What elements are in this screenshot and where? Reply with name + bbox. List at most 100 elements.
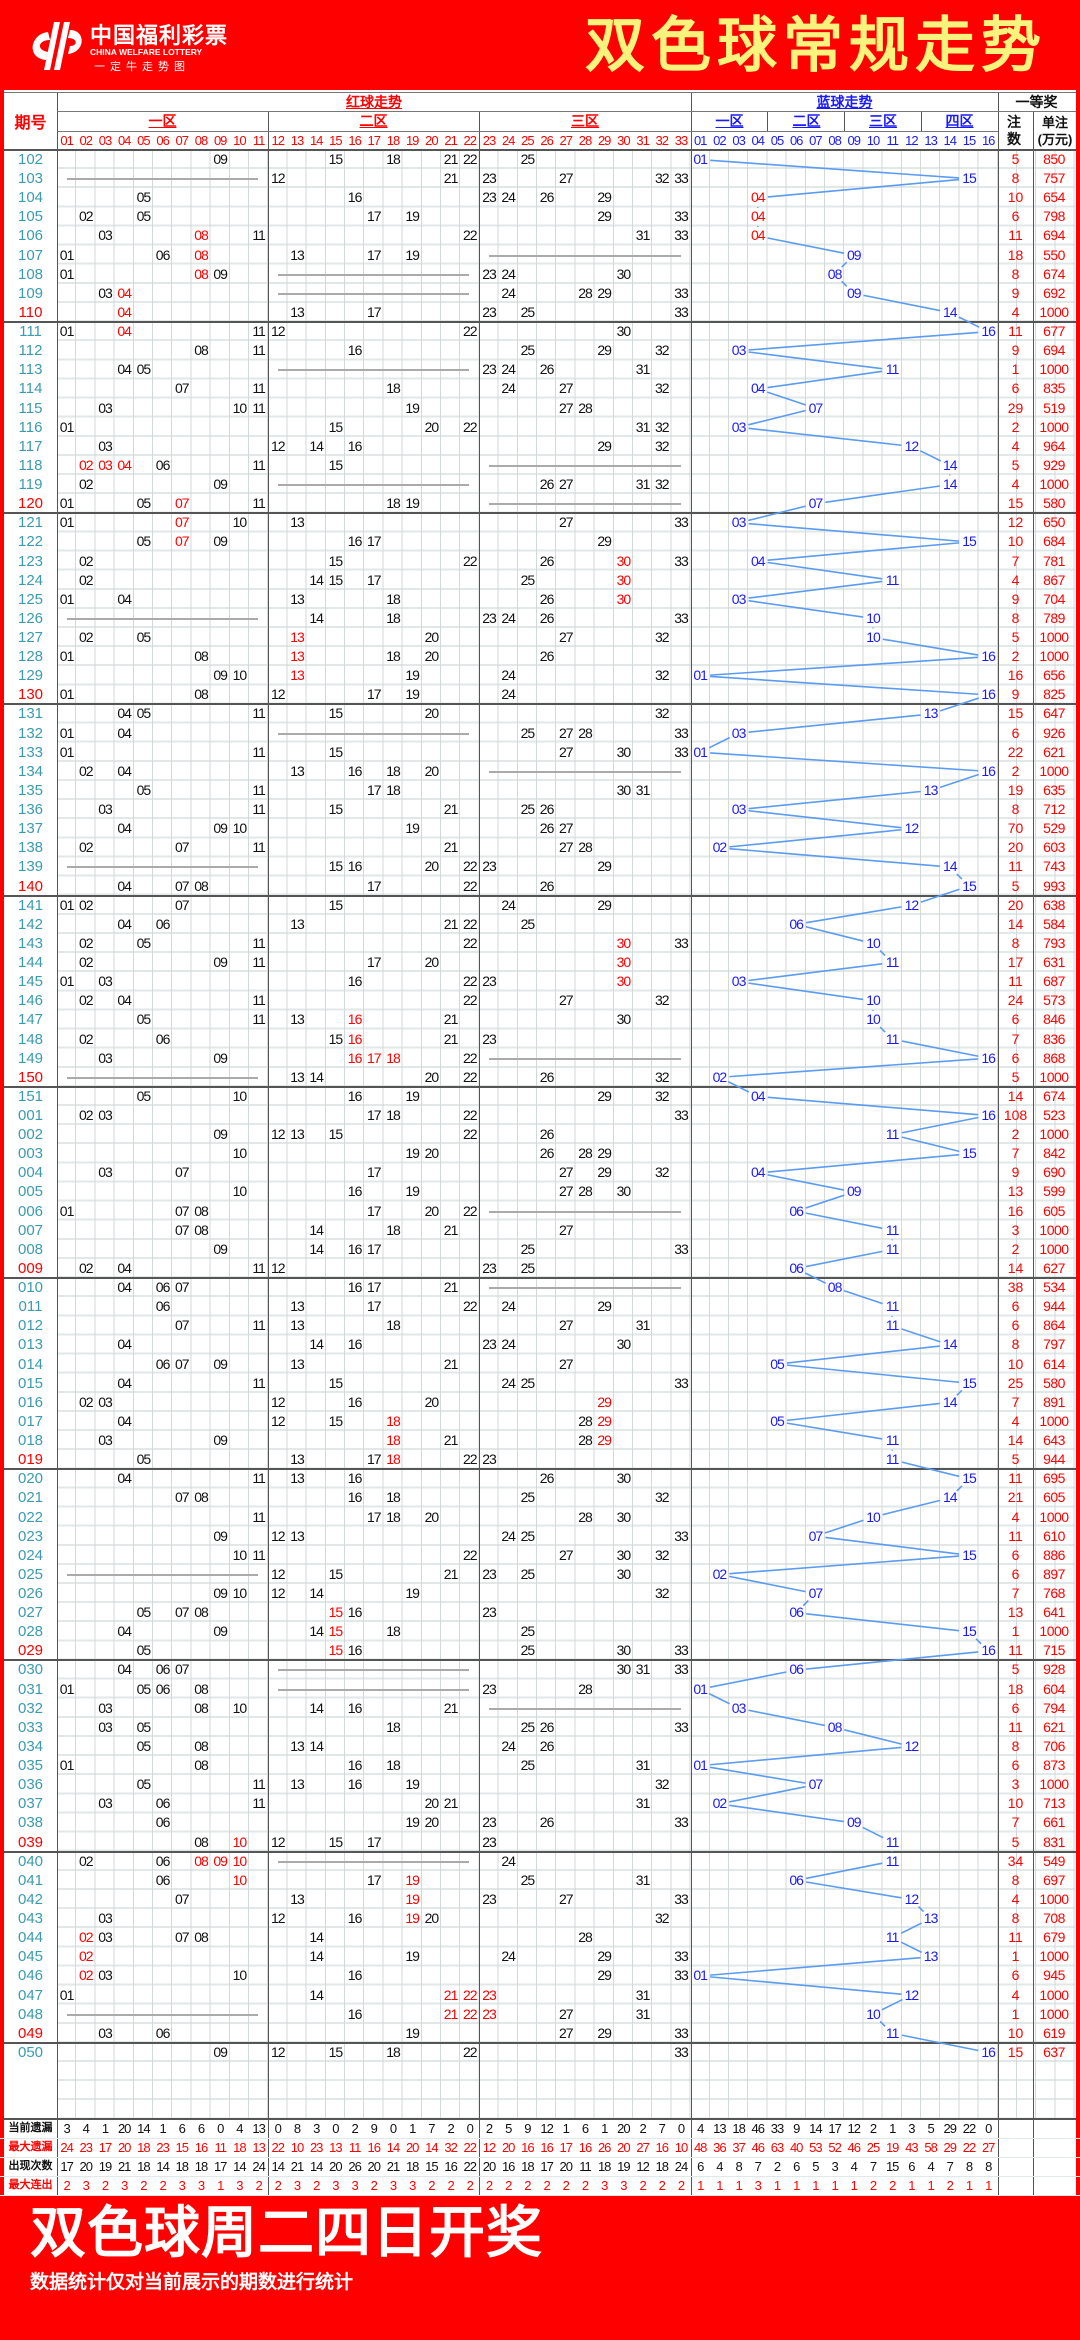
red-ball: 19 <box>405 495 420 512</box>
red-ball: 22 <box>462 323 478 340</box>
red-ball: 22 <box>462 2043 478 2060</box>
red-ball: 31 <box>635 2005 651 2022</box>
red-ball: 01 <box>59 1202 75 1219</box>
stats-value: 1 <box>812 2178 819 2194</box>
red-ball: 10 <box>232 1145 248 1162</box>
red-ball: 19 <box>405 1145 420 1162</box>
stats-value: 3 <box>409 2178 416 2194</box>
table-row: 122 05 07 09 16 17 29 15 10 684 <box>0 532 1080 551</box>
red-ball: 26 <box>539 1068 555 1085</box>
period-number: 028 <box>17 1623 44 1641</box>
empty-zone-dash <box>489 464 681 467</box>
table-row: 146 02 04 11 22 27 32 10 24 573 <box>0 991 1080 1010</box>
red-ball: 07 <box>174 1355 190 1372</box>
red-ball: 29 <box>597 189 612 206</box>
red-ball: 33 <box>674 1107 689 1123</box>
stats-value: 9 <box>370 2121 378 2137</box>
stats-value: 18 <box>194 2159 208 2175</box>
stats-value: 22 <box>463 2140 477 2156</box>
stats-value: 9 <box>793 2121 800 2137</box>
red-ball: 33 <box>674 1374 689 1391</box>
red-ball: 27 <box>558 2005 574 2022</box>
red-ball: 15 <box>328 858 344 875</box>
red-column-label: 18 <box>386 133 400 148</box>
column-divider <box>268 111 270 2195</box>
blue-ball: 06 <box>789 1259 804 1276</box>
red-ball: 05 <box>136 495 152 512</box>
prize-count: 4 <box>1011 1412 1020 1429</box>
red-ball: 08 <box>194 265 209 282</box>
period-number: 010 <box>17 1279 44 1297</box>
period-number: 116 <box>18 418 43 436</box>
red-ball: 31 <box>635 1661 651 1678</box>
red-ball: 05 <box>136 1011 152 1028</box>
prize-amount: 674 <box>1043 1087 1065 1104</box>
stats-value: 2 <box>255 2178 262 2194</box>
stats-value: 4 <box>697 2121 704 2137</box>
stats-value: 26 <box>348 2159 361 2175</box>
table-row: 120 01 05 07 11 18 19 07 15 580 <box>0 494 1080 513</box>
table-row: 112 08 11 16 25 29 32 03 9 694 <box>0 341 1080 360</box>
red-ball: 25 <box>520 1642 536 1659</box>
red-ball: 11 <box>252 495 266 512</box>
prize-count: 108 <box>1003 1107 1028 1123</box>
red-ball: 11 <box>252 1795 266 1812</box>
stats-value: 20 <box>117 2121 131 2137</box>
red-ball: 19 <box>405 1910 420 1927</box>
stats-value: 3 <box>63 2121 70 2137</box>
empty-zone-dash <box>278 273 470 276</box>
red-ball: 13 <box>290 1317 305 1334</box>
prize-amount: 831 <box>1043 1833 1065 1850</box>
red-ball: 26 <box>539 590 555 607</box>
prize-amount: 621 <box>1043 743 1065 760</box>
prize-amount: 580 <box>1043 1374 1065 1391</box>
prize-count: 14 <box>1007 915 1024 932</box>
period-number: 105 <box>17 208 44 226</box>
stats-value: 1 <box>773 2178 781 2194</box>
stats-value: 8 <box>965 2159 973 2175</box>
prize-amount: 1000 <box>1039 762 1069 779</box>
stats-value: 2 <box>485 2178 493 2194</box>
red-ball: 03 <box>98 1699 113 1716</box>
red-ball: 19 <box>405 1585 420 1601</box>
red-ball: 17 <box>366 246 382 263</box>
table-row: 115 03 10 11 19 27 28 07 29 519 <box>0 399 1080 418</box>
table-row: 118 02 03 04 06 11 15 14 5 929 <box>0 456 1080 475</box>
red-ball: 31 <box>635 781 651 798</box>
red-ball: 16 <box>347 533 363 550</box>
red-ball: 16 <box>347 1757 363 1774</box>
red-column-label: 04 <box>117 133 131 148</box>
red-ball: 20 <box>424 762 440 779</box>
stats-value: 13 <box>713 2121 726 2137</box>
red-ball: 04 <box>117 590 132 607</box>
stats-value: 32 <box>444 2140 457 2156</box>
stats-value: 17 <box>559 2140 573 2156</box>
stats-value: 52 <box>828 2140 841 2156</box>
red-ball: 07 <box>174 1489 190 1506</box>
red-column-label: 21 <box>444 133 457 148</box>
red-ball: 31 <box>635 361 651 378</box>
prize-count: 6 <box>1011 208 1020 225</box>
table-row: 018 03 09 18 21 28 29 11 14 643 <box>0 1431 1080 1450</box>
red-ball: 28 <box>578 399 593 416</box>
blue-ball: 14 <box>942 1489 958 1506</box>
blue-ball: 15 <box>962 170 977 187</box>
table-row: 005 10 16 19 27 28 30 09 13 599 <box>0 1182 1080 1201</box>
red-ball: 06 <box>155 1814 171 1831</box>
red-ball: 27 <box>558 1164 574 1181</box>
red-ball: 29 <box>597 896 612 913</box>
red-ball: 31 <box>635 1795 651 1812</box>
red-ball: 02 <box>78 1030 94 1047</box>
red-ball: 16 <box>347 1011 363 1028</box>
red-ball: 29 <box>597 208 612 225</box>
red-ball: 33 <box>674 2024 689 2041</box>
stats-value: 2 <box>946 2178 954 2194</box>
red-ball: 13 <box>290 915 305 932</box>
red-ball: 25 <box>520 1527 536 1544</box>
red-ball: 08 <box>194 1680 209 1697</box>
red-column-label: 07 <box>175 133 189 148</box>
stats-value: 37 <box>732 2140 745 2156</box>
prize-amount: 584 <box>1043 915 1065 932</box>
red-ball: 01 <box>59 418 75 435</box>
prize-count: 3 <box>1011 1221 1020 1238</box>
